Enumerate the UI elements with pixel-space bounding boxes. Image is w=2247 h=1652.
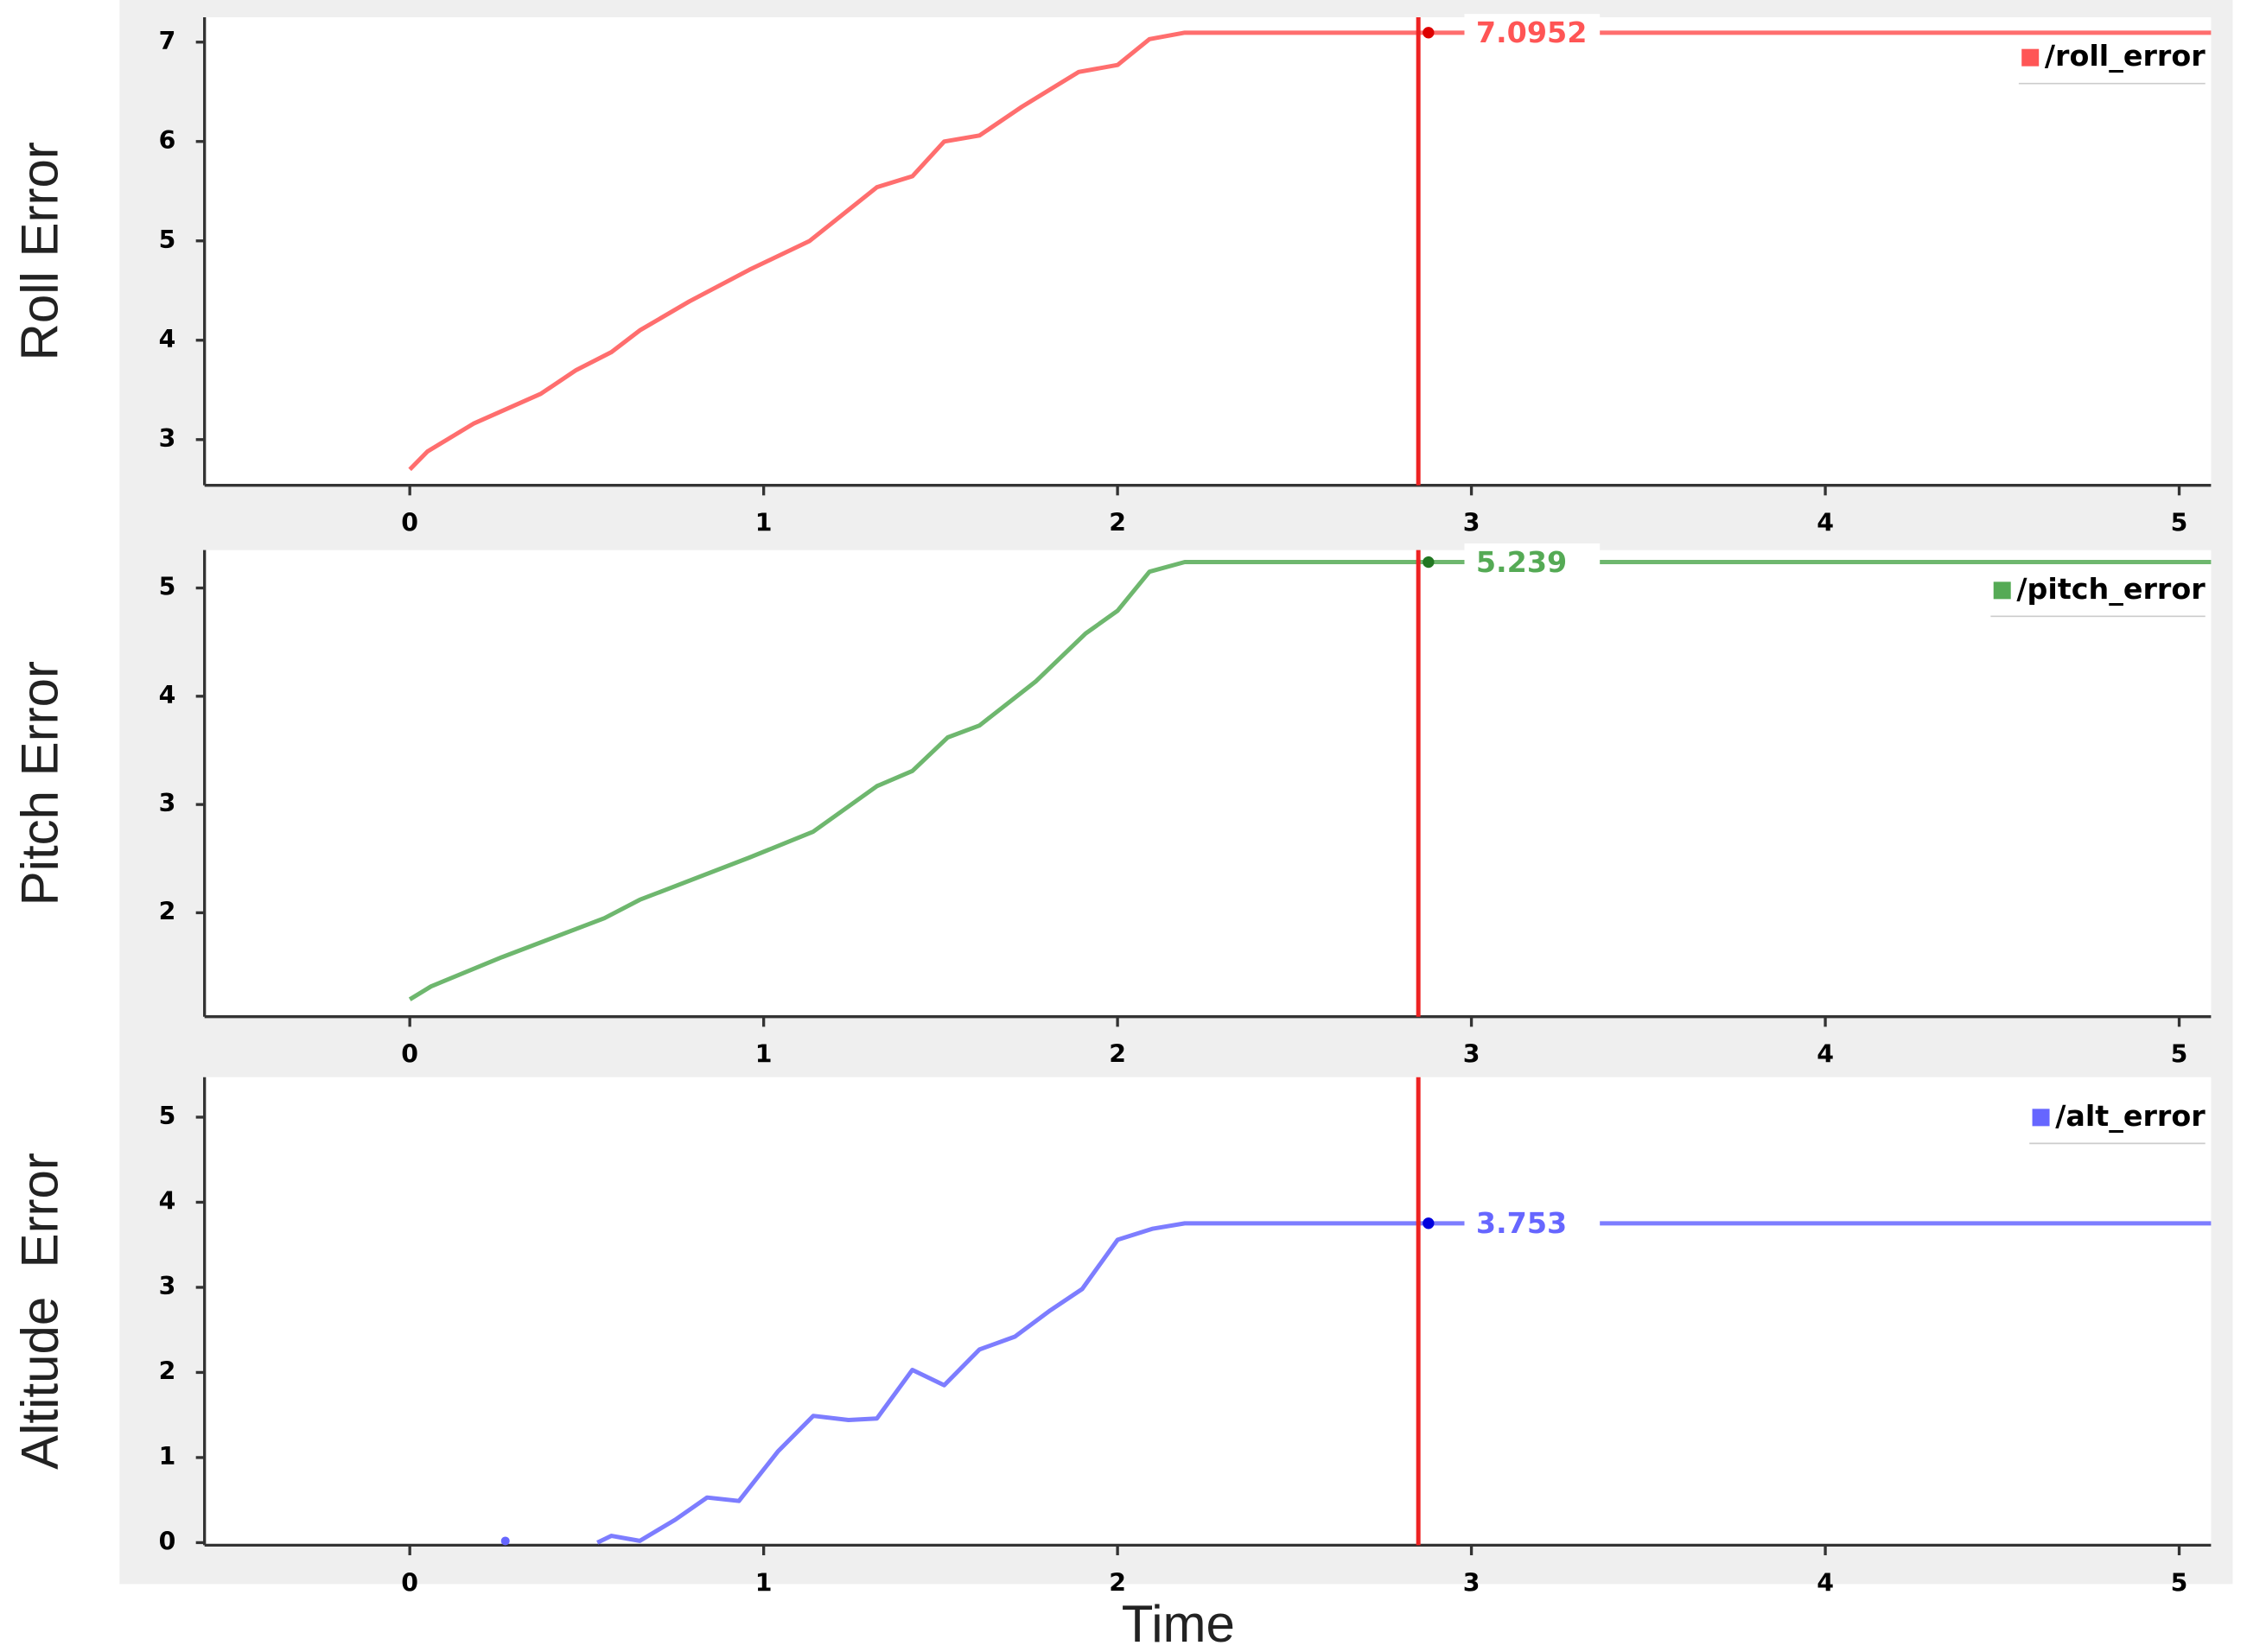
y-tick-label: 4 (159, 681, 176, 709)
y-tick-label: 3 (159, 424, 176, 453)
series-line (408, 560, 2212, 1001)
x-tick-label: 5 (2171, 1568, 2188, 1597)
y-axis-label: Pitch Error (11, 661, 69, 905)
legend-swatch (1993, 581, 2011, 600)
y-tick-label: 2 (159, 1357, 176, 1385)
x-tick-label: 5 (2171, 509, 2188, 537)
x-tick-label: 5 (2171, 1040, 2188, 1069)
y-tick-label: 4 (159, 1186, 176, 1215)
series-line (408, 30, 2212, 472)
legend-label: /alt_error (2055, 1099, 2206, 1133)
legend-swatch (2021, 48, 2040, 67)
legend-label: /pitch_error (2016, 572, 2206, 606)
cursor-value-label: 7.0952 (1476, 16, 1588, 49)
y-tick-label: 5 (159, 573, 176, 601)
y-tick-label: 3 (159, 1272, 176, 1300)
series-line (596, 1221, 2212, 1545)
plot-background (204, 550, 2212, 1017)
x-tick-label: 4 (1817, 509, 1834, 537)
plot-background (204, 1077, 2212, 1546)
y-tick-label: 3 (159, 789, 176, 817)
x-tick-label: 3 (1463, 1040, 1480, 1069)
value-label-background (1464, 1204, 1601, 1242)
x-tick-label: 2 (1109, 509, 1126, 537)
y-axis-label: Altitude Error (11, 1153, 69, 1470)
x-tick-label: 4 (1817, 1040, 1834, 1069)
x-tick-label: 0 (401, 1568, 418, 1597)
y-tick-label: 1 (159, 1442, 176, 1471)
data-point (500, 1536, 510, 1546)
y-axis-label: Roll Error (11, 142, 69, 360)
cursor-point (1423, 556, 1435, 569)
legend-swatch (2032, 1109, 2050, 1127)
x-tick-label: 3 (1463, 1568, 1480, 1597)
y-tick-label: 7 (159, 27, 176, 55)
x-tick-label: 1 (755, 509, 773, 537)
x-tick-label: 4 (1817, 1568, 1834, 1597)
y-tick-label: 0 (159, 1527, 176, 1555)
y-tick-label: 5 (159, 226, 176, 254)
y-tick-label: 6 (159, 126, 176, 155)
x-tick-label: 2 (1109, 1040, 1126, 1069)
x-tick-label: 1 (755, 1040, 773, 1069)
cursor-point (1423, 1217, 1435, 1229)
y-tick-label: 4 (159, 325, 176, 353)
y-tick-label: 5 (159, 1102, 176, 1130)
x-tick-label: 0 (401, 509, 418, 537)
cursor-value-label: 3.753 (1476, 1206, 1567, 1240)
cursor-value-label: 5.239 (1476, 545, 1567, 579)
x-axis-label: Time (1122, 1595, 1235, 1652)
y-tick-label: 2 (159, 897, 176, 925)
value-label-background (1464, 14, 1601, 52)
x-tick-label: 1 (755, 1568, 773, 1597)
value-label-background (1464, 543, 1601, 581)
x-tick-label: 3 (1463, 509, 1480, 537)
legend-label: /roll_error (2045, 39, 2206, 73)
x-tick-label: 0 (401, 1040, 418, 1069)
x-tick-label: 2 (1109, 1568, 1126, 1597)
plot-background (204, 17, 2212, 486)
cursor-point (1423, 27, 1435, 39)
plot-area: 3 4 5 6 7 0 1 2 3 4 5 Roll Error/roll_error 7.0952 2 3… (11, 0, 2233, 1652)
